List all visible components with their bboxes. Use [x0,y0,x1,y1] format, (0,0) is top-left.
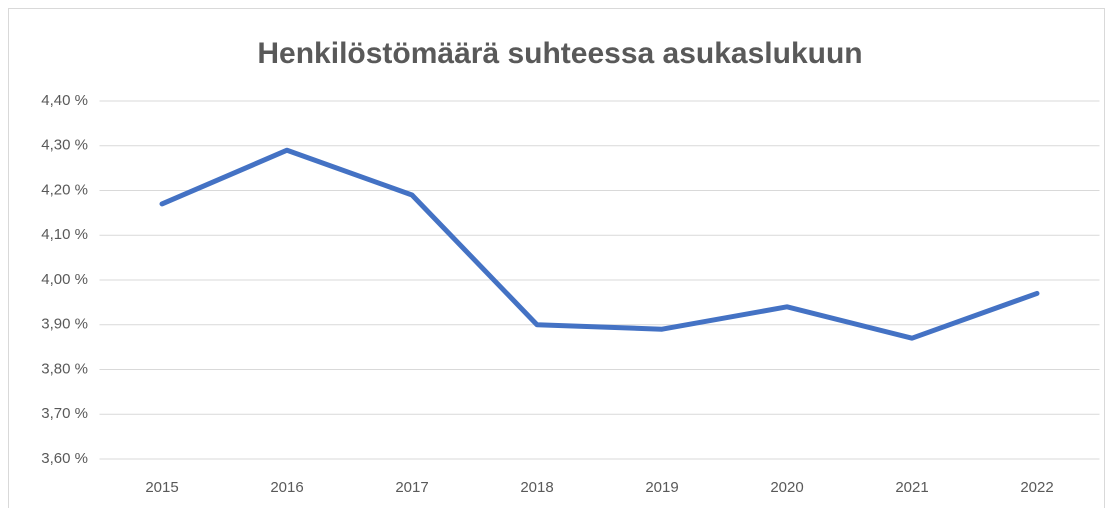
y-tick-label: 3,90 % [41,316,88,333]
y-tick-label: 4,30 % [41,137,88,154]
y-tick-label: 4,00 % [41,271,88,288]
y-tick-label: 4,20 % [41,181,88,198]
x-tick-label: 2015 [145,479,178,496]
x-tick-label: 2021 [895,479,928,496]
y-tick-label: 4,10 % [41,226,88,243]
x-tick-label: 2018 [520,479,553,496]
x-tick-label: 2022 [1020,479,1053,496]
y-tick-label: 3,70 % [41,405,88,422]
x-tick-label: 2016 [270,479,303,496]
series-line [159,147,1040,341]
y-tick-label: 4,40 % [41,92,88,109]
x-tick-label: 2019 [645,479,678,496]
chart-frame [8,8,1105,508]
x-tick-label: 2020 [770,479,803,496]
chart-title: Henkilöstömäärä suhteessa asukaslukuun [257,37,862,70]
x-tick-label: 2017 [395,479,428,496]
y-tick-label: 3,80 % [41,360,88,377]
y-tick-label: 3,60 % [41,450,88,467]
